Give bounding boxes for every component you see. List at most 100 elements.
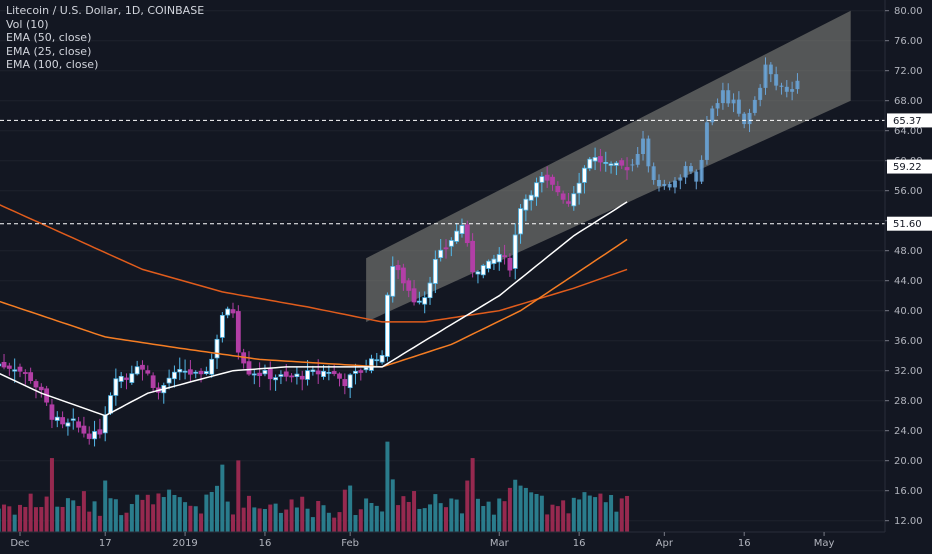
volume-bar — [241, 507, 246, 532]
projection-body — [641, 138, 646, 155]
volume-bar — [145, 494, 150, 532]
volume-bar — [188, 505, 193, 532]
candle-body — [86, 433, 92, 439]
projection-body — [758, 87, 763, 100]
volume-bar — [161, 497, 166, 532]
candle-body — [592, 157, 598, 162]
candle-body — [331, 371, 337, 375]
volume-bar — [550, 504, 555, 532]
candle-body — [262, 370, 268, 375]
projection-body — [672, 180, 677, 188]
volume-bar — [348, 485, 353, 532]
candle-body — [480, 265, 486, 276]
volume-bar — [215, 485, 220, 532]
indicator-ema-50[interactable]: EMA (50, close) — [6, 31, 92, 44]
candle-body — [475, 271, 481, 275]
projection-body — [763, 64, 768, 88]
volume-bar — [529, 492, 534, 532]
x-tick-label: 16 — [573, 538, 586, 549]
projection-series — [630, 57, 800, 194]
y-tick-label: 32.00 — [894, 366, 923, 377]
volume-bar — [422, 508, 427, 532]
symbol-title[interactable]: Litecoin / U.S. Dollar, 1D, COINBASE — [6, 4, 205, 17]
x-tick-label: Apr — [656, 538, 674, 549]
candle-body — [379, 355, 385, 363]
volume-bar — [39, 507, 44, 532]
volume-bar — [332, 517, 337, 532]
y-tick-label: 56.00 — [894, 186, 923, 197]
volume-bar — [364, 498, 369, 532]
volume-bar — [587, 495, 592, 532]
indicator-ema-100[interactable]: EMA (100, close) — [6, 58, 99, 71]
candle-body — [454, 230, 460, 242]
y-tick-label: 48.00 — [894, 246, 923, 257]
y-tick-label: 64.00 — [894, 126, 923, 137]
volume-bar — [204, 494, 209, 532]
volume-bar — [300, 496, 305, 532]
candle-body — [566, 201, 571, 204]
volume-bar — [614, 511, 619, 532]
candle-body — [571, 193, 577, 207]
volume-bar — [172, 494, 177, 532]
volume-bar — [433, 494, 438, 532]
volume-bar — [534, 494, 539, 532]
candle-body — [33, 381, 39, 388]
candle-body — [406, 280, 412, 291]
candle-body — [518, 208, 523, 235]
x-tick-label: 2019 — [172, 538, 197, 549]
indicator-volume[interactable]: Vol (10) — [6, 17, 49, 31]
volume-bar — [470, 458, 475, 532]
candle-body — [225, 308, 231, 316]
volume-bar — [406, 501, 411, 532]
volume-bar — [257, 508, 262, 532]
projection-body — [635, 154, 640, 165]
ema-50-line — [0, 238, 628, 368]
candle-body — [187, 369, 193, 375]
volume-bar — [199, 513, 204, 532]
volume-bar — [561, 500, 566, 532]
volume-bar — [177, 497, 182, 532]
volume-bar — [236, 460, 241, 532]
candle-body — [6, 365, 12, 369]
projection-body — [768, 64, 773, 75]
candle-body — [108, 395, 113, 414]
volume-bar — [18, 504, 22, 532]
volume-bar — [481, 506, 486, 532]
projection-body — [731, 99, 736, 104]
volume-bar — [385, 441, 390, 532]
candle-body — [289, 375, 294, 378]
volume-bar — [262, 509, 267, 532]
candle-body — [81, 425, 87, 434]
candle-body — [400, 267, 406, 284]
candle-body — [448, 240, 454, 247]
projection-body — [694, 171, 699, 182]
volume-bar — [417, 508, 422, 532]
volume-bar — [294, 507, 299, 532]
projection-body — [678, 177, 683, 181]
volume-bar — [465, 480, 470, 532]
volume-bar — [278, 512, 283, 532]
projection-body — [790, 89, 795, 92]
candle-body — [92, 431, 97, 440]
candle-body — [534, 182, 539, 198]
candle-body — [507, 257, 513, 271]
candle-body — [54, 416, 60, 421]
volume-bar — [438, 503, 443, 532]
candle-body — [582, 167, 587, 183]
volume-bar — [151, 504, 156, 532]
candle-body — [214, 338, 220, 359]
volume-bar — [183, 502, 188, 532]
volume-bar — [401, 496, 406, 532]
candle-body — [172, 371, 177, 380]
candle-body — [624, 167, 630, 171]
volume-bar — [49, 458, 54, 532]
indicator-ema-25[interactable]: EMA (25, close) — [6, 44, 92, 58]
volume-bar — [326, 512, 331, 532]
volume-bar — [33, 507, 38, 532]
volume-bar — [108, 498, 113, 532]
volume-bar — [7, 506, 12, 532]
y-tick-label: 44.00 — [894, 276, 923, 287]
candle-body — [326, 372, 332, 374]
